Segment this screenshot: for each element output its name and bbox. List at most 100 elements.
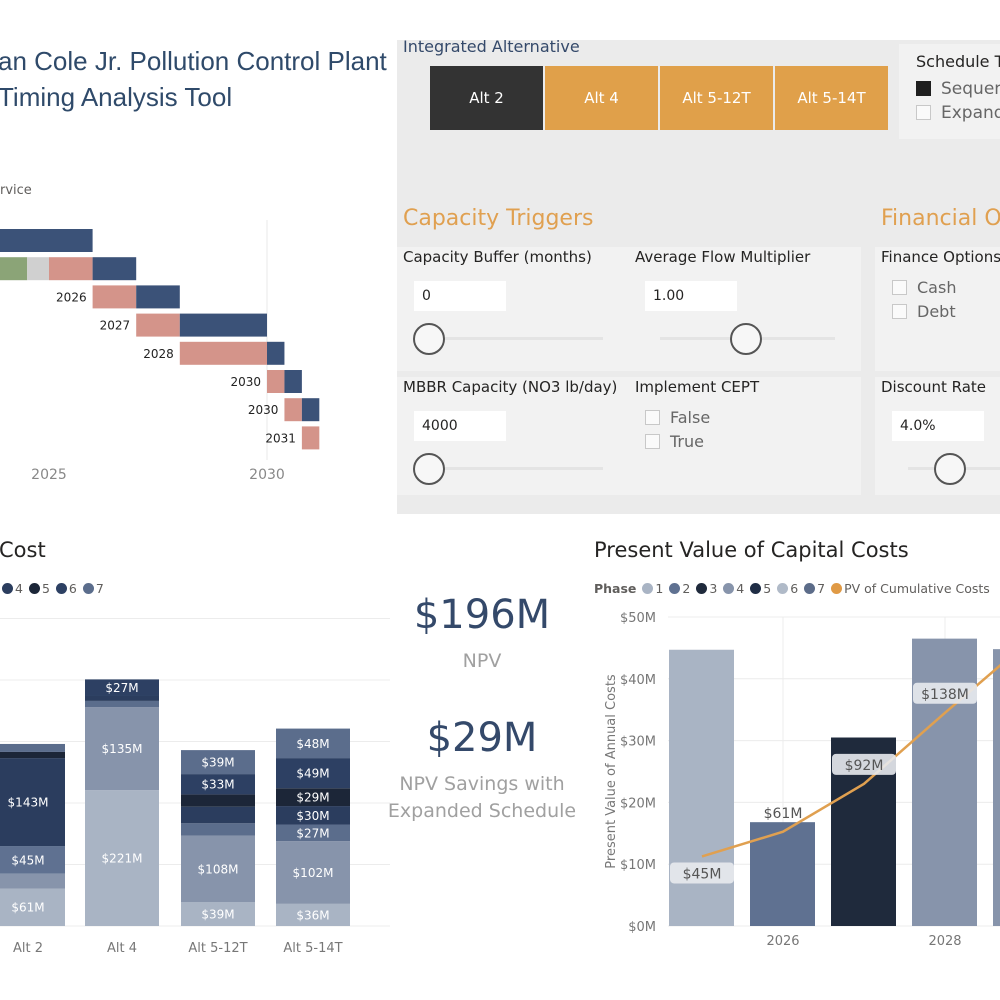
stack-segment (181, 835, 255, 903)
mbbr-capacity-input[interactable]: 4000 (414, 411, 506, 441)
x-tick-label: 2028 (928, 934, 961, 949)
line-data-label: $92M (845, 758, 884, 774)
alternative-button[interactable]: Alt 5-14T (775, 66, 888, 130)
segment-label: $102M (293, 866, 334, 880)
legend-label[interactable]: 2 (682, 581, 691, 596)
legend-label[interactable]: 4 (15, 581, 23, 596)
legend-label[interactable]: 4 (736, 581, 745, 596)
npv-savings-value: $29M (426, 715, 538, 761)
gantt-bar-design (301, 426, 320, 450)
line-label-box (670, 862, 734, 884)
alternative-button[interactable]: Alt 4 (545, 66, 658, 130)
stack-segment (85, 700, 159, 708)
capacity-buffer-slider[interactable] (430, 337, 603, 340)
integrated-alternative-label: Integrated Alternative (403, 37, 580, 56)
cost-chart-legend: 4 5 6 7 (0, 581, 104, 596)
gantt-row-label: 2026 (56, 290, 87, 304)
gantt-legend-text: rvice (0, 183, 32, 198)
stack-segment (181, 902, 255, 926)
discount-rate-label: Discount Rate (881, 378, 987, 396)
gantt-bar-construction (92, 257, 137, 281)
legend-marker (777, 583, 789, 594)
stack-segment (276, 841, 350, 904)
stack-segment (85, 679, 159, 696)
gantt-bar-grey (27, 257, 49, 281)
finance-option-debt[interactable]: Debt (892, 302, 956, 321)
npv-savings-label-1: NPV Savings with (399, 773, 565, 795)
report-title: an Cole Jr. Pollution Control Plant (0, 46, 387, 76)
pv-bar (912, 638, 977, 926)
finance-option-cash[interactable]: Cash (892, 278, 956, 297)
y-tick-label: $0M (628, 920, 656, 935)
stack-segment (276, 806, 350, 825)
schedule-label: Schedule T (916, 52, 1000, 71)
discount-rate-input[interactable]: 4.0% (892, 411, 984, 441)
pv-bar-line-chart: $0M $10M $20M $30M $40M $50M Present Value of … (604, 611, 1000, 949)
legend-label[interactable]: PV of Cumulative Costs (844, 581, 990, 596)
stack-segment (0, 888, 65, 926)
segment-label: $143M (8, 796, 49, 810)
mbbr-capacity-slider-handle[interactable] (413, 453, 445, 485)
segment-label: $39M (201, 908, 234, 922)
alternative-button[interactable]: Alt 5-12T (660, 66, 773, 130)
avg-flow-input[interactable]: 1.00 (645, 281, 737, 311)
legend-marker (696, 583, 708, 594)
cept-option-false[interactable]: False (645, 408, 710, 427)
stack-segment (276, 758, 350, 789)
option-label: Expande (941, 103, 1000, 123)
y-axis-title: Present Value of Annual Costs (604, 674, 619, 869)
gantt-bar-design (136, 313, 180, 337)
x-tick-label: 2026 (766, 934, 799, 949)
segment-label: $30M (296, 809, 329, 823)
legend-marker (642, 583, 654, 594)
mbbr-capacity-slider[interactable] (430, 467, 603, 470)
schedule-option-sequential[interactable]: Sequen (916, 79, 1000, 99)
checkbox-icon (916, 81, 931, 96)
line-data-label: $45M (683, 866, 722, 882)
segment-label: $49M (296, 767, 329, 781)
checkbox-icon (916, 105, 931, 120)
avg-flow-slider-handle[interactable] (730, 323, 762, 355)
implement-cept-label: Implement CEPT (635, 378, 760, 396)
schedule-card (899, 44, 1000, 139)
stack-segment (0, 758, 65, 847)
cept-option-true[interactable]: True (645, 432, 704, 451)
segment-label: $33M (201, 778, 234, 792)
stack-segment (85, 707, 159, 791)
legend-marker (82, 583, 94, 594)
stack-segment (276, 728, 350, 759)
stack-segment (0, 751, 65, 759)
y-tick-label: $10M (620, 858, 656, 873)
legend-marker (2, 583, 13, 594)
schedule-option-expanded[interactable]: Expande (916, 103, 1000, 123)
legend-label[interactable]: 7 (817, 581, 826, 596)
cost-stacked-bar-chart: $61M $45M $143M Alt 2 $221M $135M $27M Alt 4 $39… (0, 618, 390, 956)
legend-marker (723, 583, 735, 594)
stack-segment (181, 750, 255, 775)
capacity-buffer-slider-handle[interactable] (413, 323, 445, 355)
legend-label[interactable]: 6 (68, 581, 77, 596)
gantt-bar-design (49, 257, 93, 281)
stack-segment (276, 824, 350, 842)
alternative-button[interactable]: Alt 2 (430, 66, 543, 130)
legend-label[interactable]: 5 (41, 581, 50, 596)
legend-label[interactable]: 7 (95, 581, 104, 596)
schedule-gantt-chart: 2026 2027 2028 2030 2030 2031 2025 2030 (0, 220, 320, 483)
line-data-label: $61M (764, 806, 803, 822)
avg-flow-label: Average Flow Multiplier (635, 248, 811, 266)
discount-rate-slider-handle[interactable] (934, 453, 966, 485)
stack-segment (276, 788, 350, 807)
capacity-buffer-input[interactable]: 0 (414, 281, 506, 311)
gantt-bar-design (92, 285, 137, 309)
checkbox-icon (645, 410, 660, 425)
stack-segment (181, 823, 255, 836)
gantt-bar-green (0, 257, 28, 281)
option-label: Debt (917, 302, 956, 321)
legend-label[interactable]: 6 (790, 581, 799, 596)
segment-label: $27M (105, 681, 138, 695)
legend-label[interactable]: 1 (655, 581, 664, 596)
gantt-bar-design (179, 341, 267, 365)
legend-label[interactable]: 5 (763, 581, 772, 596)
gantt-bar-construction (267, 341, 285, 365)
legend-label[interactable]: 3 (709, 581, 718, 596)
